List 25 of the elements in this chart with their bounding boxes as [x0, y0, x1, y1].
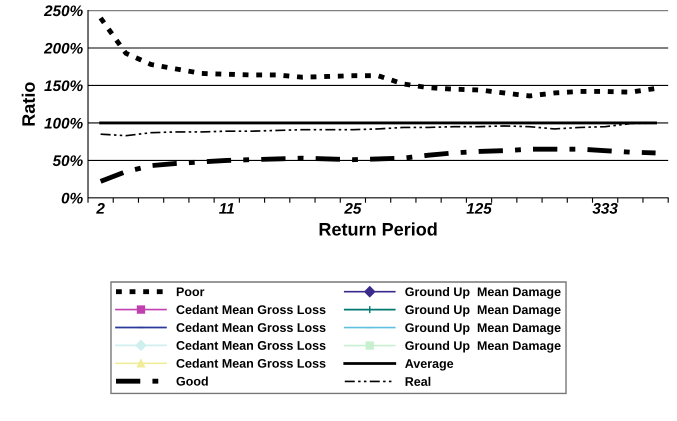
legend-label: Cedant Mean Gross Loss	[176, 322, 326, 332]
x-axis-title: Return Period	[320, 222, 437, 236]
legend-label: Real	[406, 376, 430, 386]
legend-label: Cedant Mean Gross Loss	[176, 358, 326, 368]
y-tick-label: 100%	[44, 118, 83, 129]
y-tick-label: 0%	[62, 192, 83, 204]
legend-label: Ground Up Mean Damage	[405, 304, 561, 317]
legend-label: Ground Up Mean Damage	[405, 340, 561, 353]
y-tick-label: 50%	[52, 155, 83, 166]
x-tick-label: 2	[96, 202, 105, 214]
legend-label: Cedant Mean Gross Loss	[176, 304, 326, 314]
x-tick-label: 11	[219, 203, 234, 214]
legend-label: Good	[176, 376, 208, 386]
y-tick-label: 200%	[44, 42, 83, 54]
y-tick-label: 250%	[44, 5, 83, 16]
y-axis-title: Ratio	[22, 82, 35, 126]
legend-label: Poor	[176, 287, 204, 296]
x-tick-label: 25	[344, 202, 362, 214]
legend-label: Ground Up Mean Damage	[405, 287, 561, 299]
legend-label: Cedant Mean Gross Loss	[176, 340, 326, 350]
legend-label: Average	[405, 359, 454, 371]
y-tick-label: 150%	[44, 80, 83, 92]
x-tick-label: 125	[466, 202, 492, 214]
legend-label: Ground Up Mean Damage	[405, 322, 561, 335]
x-tick-label: 333	[592, 202, 618, 214]
